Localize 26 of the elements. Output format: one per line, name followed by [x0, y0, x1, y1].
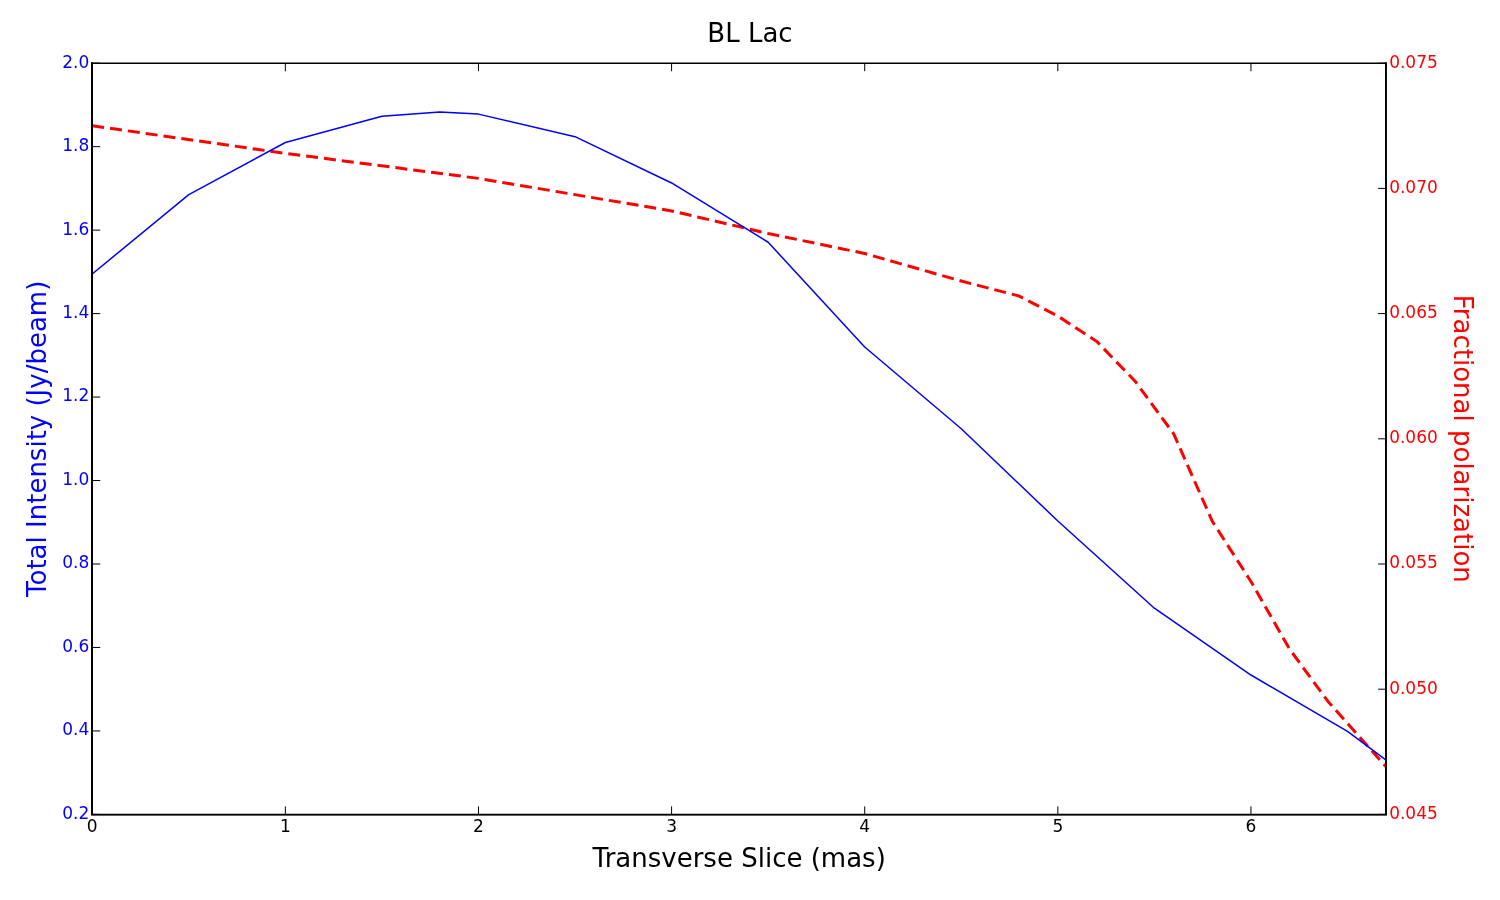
- y2-tick-label: 0.050: [1389, 677, 1438, 698]
- x-tick-label: 1: [279, 816, 291, 837]
- x-tick-label: 4: [859, 816, 871, 837]
- y-tick-label: 1.0: [62, 468, 90, 489]
- y2-tick-label: 0.075: [1389, 51, 1438, 72]
- x-tick-label: 3: [666, 816, 678, 837]
- x-tick-label: 5: [1052, 816, 1064, 837]
- y2-tick-label: 0.070: [1389, 176, 1438, 197]
- y-tick-label: 2.0: [62, 51, 90, 72]
- y-tick-label: 1.6: [62, 218, 90, 239]
- y2-tick-label: 0.055: [1389, 552, 1438, 573]
- y2-tick-label: 0.065: [1389, 302, 1438, 323]
- y-tick-label: 1.4: [62, 302, 90, 323]
- y-tick-label: 1.8: [62, 135, 90, 156]
- y-axis-title: Total Intensity (Jy/beam): [22, 280, 53, 598]
- y-tick-label: 0.8: [62, 552, 90, 573]
- y-tick-label: 1.2: [62, 385, 90, 406]
- x-tick-label: 6: [1245, 816, 1257, 837]
- x-tick-label: 2: [473, 816, 484, 837]
- y2-tick-label: 0.060: [1389, 427, 1438, 448]
- y2-tick-label: 0.045: [1389, 802, 1438, 823]
- y-tick-label: 0.6: [62, 635, 90, 656]
- chart-title: BL Lac: [707, 18, 793, 49]
- y-tick-label: 0.4: [62, 719, 90, 740]
- x-axis-title: Transverse Slice (mas): [591, 843, 886, 874]
- y2-axis-title: Fractional polarization: [1447, 294, 1478, 583]
